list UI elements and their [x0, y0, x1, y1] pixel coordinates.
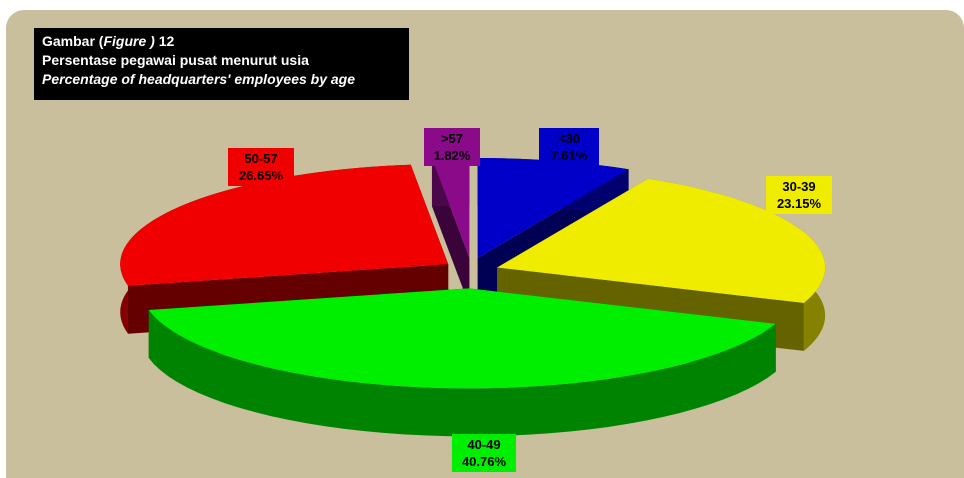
slice-rim — [148, 310, 776, 437]
slice-value: 1.82% — [433, 148, 471, 163]
slice-value: 26.65% — [238, 168, 284, 183]
slice-top — [148, 288, 776, 389]
slice-value: 7.61% — [550, 148, 588, 163]
chart-panel: Gambar (Figure ) 12 Persentase pegawai p… — [6, 10, 964, 478]
slice-top — [497, 178, 826, 303]
slice-top — [431, 157, 470, 258]
slice-label-under-30: <30 7.61% — [539, 128, 599, 166]
slice-value: 23.15% — [776, 196, 822, 211]
slice-category: 40-49 — [467, 437, 501, 452]
slice-category: 50-57 — [244, 151, 278, 166]
slice-category: <30 — [557, 131, 581, 146]
slice-label-over-57: >57 1.82% — [424, 128, 480, 166]
slice-category: 30-39 — [782, 179, 816, 194]
slice-label-30-39: 30-39 23.15% — [766, 176, 832, 214]
pie-chart — [120, 157, 826, 437]
chart-title-box: Gambar (Figure ) 12 Persentase pegawai p… — [34, 28, 409, 100]
pie-slice — [148, 288, 776, 437]
pie-slice — [431, 157, 470, 306]
slice-top — [477, 158, 629, 259]
slice-category: >57 — [440, 131, 464, 146]
slice-label-50-57: 50-57 26.65% — [228, 148, 294, 186]
figure-number: Gambar (Figure ) 12 — [42, 33, 175, 49]
title-english: Percentage of headquarters' employees by… — [42, 71, 356, 87]
slice-top — [120, 164, 449, 286]
slice-label-40-49: 40-49 40.76% — [452, 434, 516, 472]
title-indonesian: Persentase pegawai pusat menurut usia — [42, 52, 309, 68]
pie-slice — [497, 178, 826, 351]
slice-value: 40.76% — [461, 454, 507, 469]
